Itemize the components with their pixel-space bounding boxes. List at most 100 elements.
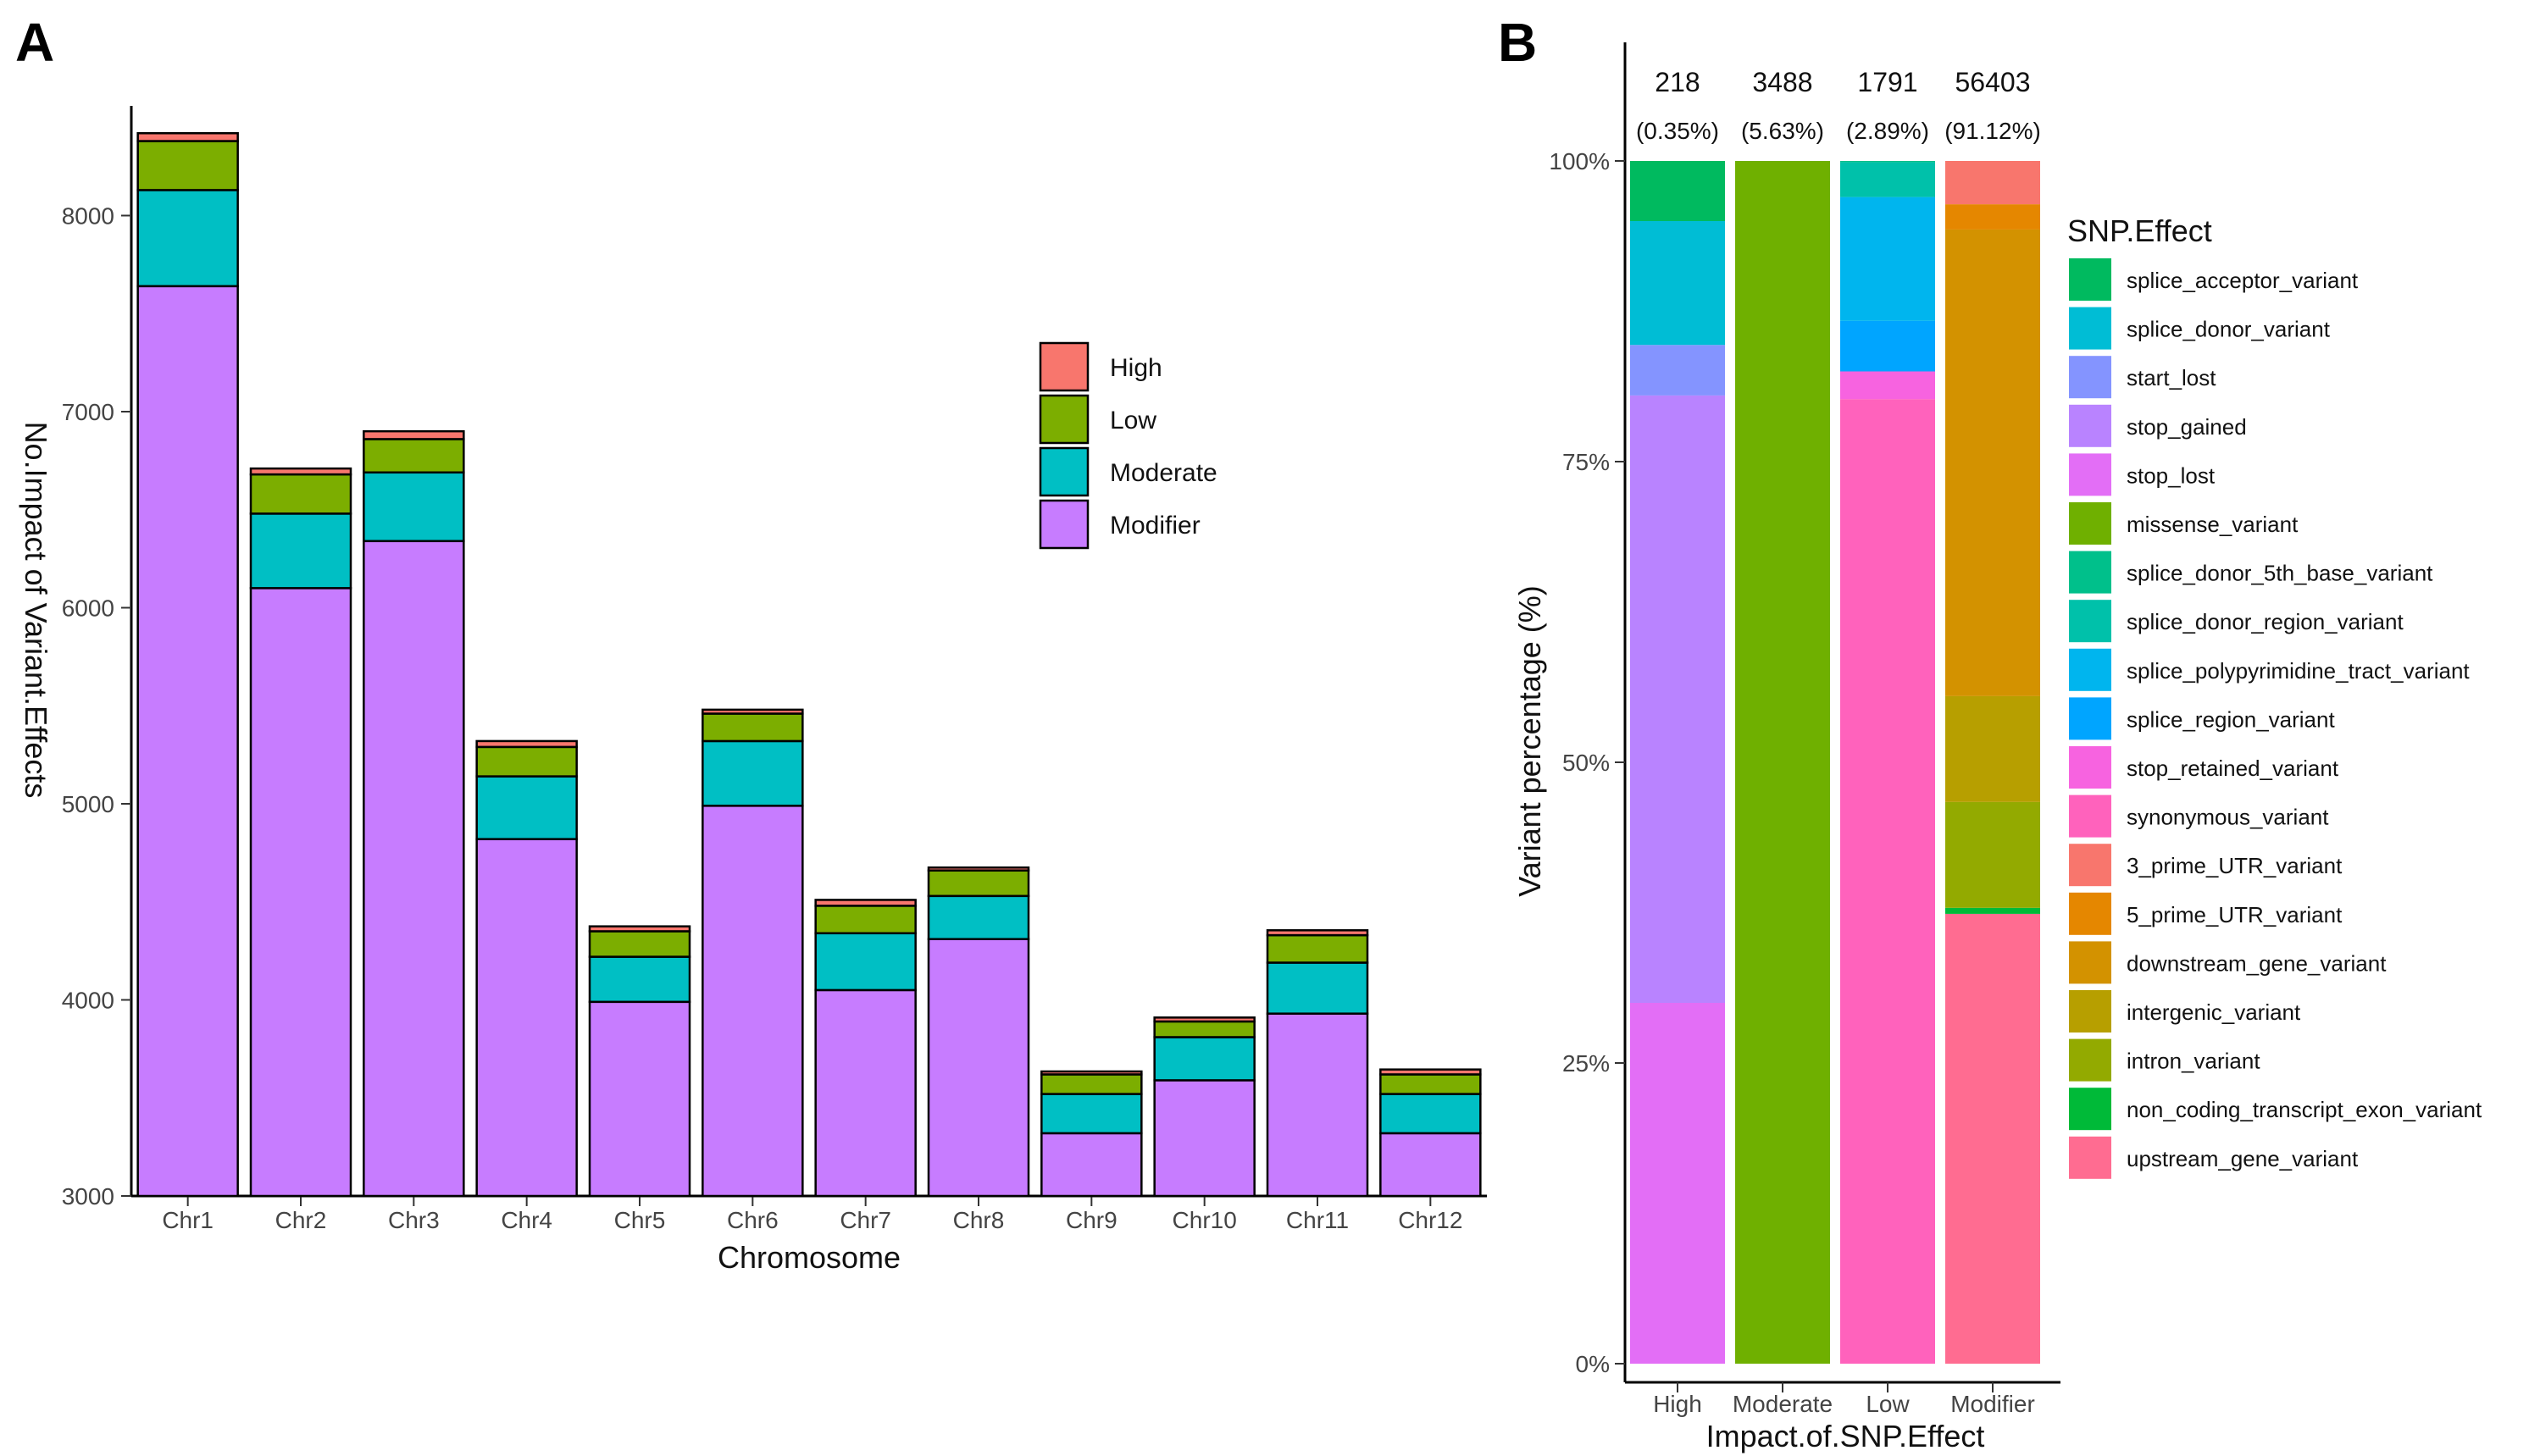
panel-b-legend-swatch-3-prime-UTR-variant: [2069, 844, 2111, 887]
panel-a-x-tick-label: Chr6: [727, 1207, 779, 1233]
panel-a-bar-chr10-modifier: [1153, 1079, 1256, 1198]
panel-b-legend-swatch-stop-lost: [2069, 453, 2111, 496]
panel-a-bar-chr1-moderate: [136, 189, 239, 288]
panel-a-x-tick-label: Chr2: [275, 1207, 327, 1233]
panel-b-percent-label: (2.89%): [1846, 118, 1929, 144]
panel-a-bar-chr6-high: [702, 708, 804, 715]
panel-b-bar-low-splice-donor-5th-base-variant: [1840, 161, 1935, 163]
panel-a-bar-chr5-moderate: [588, 955, 691, 1004]
panel-b-legend-swatch-intron-variant: [2069, 1038, 2111, 1082]
panel-b-legend-swatch-upstream-gene-variant: [2069, 1136, 2111, 1179]
panel-b-legend-swatch-splice-donor-variant: [2069, 307, 2111, 350]
panel-a-bar-chr10-moderate: [1153, 1036, 1256, 1082]
panel-a-bar-chr2-moderate: [249, 512, 352, 590]
panel-a-legend-swatch-modifier: [1039, 499, 1090, 550]
panel-b-legend-label-splice-region-variant: splice_region_variant: [2127, 706, 2335, 732]
panel-a-y-tick-label: 4000: [62, 988, 114, 1014]
panel-a-y-tick-label: 5000: [62, 791, 114, 817]
panel-a-bar-chr7-moderate: [814, 932, 917, 992]
panel-b-bar-high-stop-gained: [1630, 395, 1725, 1003]
panel-b-bar-low-stop-retained-variant: [1840, 371, 1935, 400]
panel-a-bar-chr3-low: [363, 438, 465, 474]
panel-b-x-tick-label: High: [1653, 1391, 1702, 1417]
panel-b-legend-label-5-prime-UTR-variant: 5_prime_UTR_variant: [2127, 902, 2343, 927]
panel-a-y-tick-label: 8000: [62, 203, 114, 230]
panel-b-legend-swatch-splice-polypyrimidine-tract-variant: [2069, 648, 2111, 691]
panel-b-x-tick-label: Modifier: [1950, 1391, 2035, 1417]
panel-a-bar-chr8-modifier: [927, 938, 1030, 1198]
panel-b-bar-modifier-upstream-gene-variant: [1945, 913, 2040, 1364]
panel-b-x-tick-label: Moderate: [1733, 1391, 1833, 1417]
panel-b-legend-swatch-missense-variant: [2069, 502, 2111, 545]
panel-a-bar-chr5-high: [588, 925, 691, 933]
panel-b-bars: [1630, 161, 2040, 1364]
panel-b-y-tick-label: 0%: [1576, 1351, 1610, 1377]
panel-b-bar-high-splice-donor-variant: [1630, 221, 1725, 346]
panel-a-bar-chr6-moderate: [702, 739, 804, 807]
panel-a-legend-label-moderate: Moderate: [1110, 459, 1217, 487]
panel-a-bar-chr8-moderate: [927, 894, 1030, 940]
panel-b-bar-modifier-intergenic-variant: [1945, 695, 2040, 802]
panel-a-legend-label-high: High: [1110, 354, 1162, 382]
panel-b-bar-low-splice-polypyrimidine-tract-variant: [1840, 197, 1935, 321]
panel-b-x-tick-label: Low: [1866, 1391, 1910, 1417]
panel-b-legend-label-intergenic-variant: intergenic_variant: [2127, 999, 2301, 1025]
panel-a-x-tick-label: Chr1: [162, 1207, 214, 1233]
panel-b-percent-label: (0.35%): [1636, 118, 1719, 144]
panel-a-x-tick-label: Chr8: [953, 1207, 1005, 1233]
panel-a-bar-chr9-moderate: [1040, 1093, 1143, 1135]
panel-a-x-tick-label: Chr4: [501, 1207, 552, 1233]
panel-b-legend-swatch-splice-region-variant: [2069, 697, 2111, 740]
panel-a-x-tick-label: Chr11: [1286, 1207, 1349, 1233]
panel-a-bar-chr11-low: [1266, 933, 1369, 964]
panel-a-bar-chr4-low: [475, 745, 578, 778]
panel-a-bar-chr2-low: [249, 473, 352, 515]
panel-b-legend-label-splice-donor-region-variant: splice_donor_region_variant: [2127, 609, 2404, 634]
panel-b-legend-swatch-start-lost: [2069, 356, 2111, 399]
panel-b-legend-swatch-splice-donor-5th-base-variant: [2069, 551, 2111, 594]
panel-a-bar-chr6-modifier: [702, 805, 804, 1198]
panel-a-x-tick-label: Chr9: [1066, 1207, 1118, 1233]
panel-a-bar-chr5-low: [588, 930, 691, 958]
panel-a-y-tick-label: 3000: [62, 1183, 114, 1210]
panel-b-legend: splice_acceptor_variant splice_donor_vari…: [2069, 258, 2482, 1179]
panel-a-x-tick-label: Chr3: [388, 1207, 440, 1233]
panel-a-bar-chr8-high: [927, 866, 1030, 872]
panel-b-x-axis-title: Impact.of.SNP.Effect: [1706, 1419, 1985, 1453]
panel-b-bar-modifier-3-prime-UTR-variant: [1945, 161, 2040, 205]
panel-b-legend-swatch-stop-gained: [2069, 404, 2111, 447]
panel-a-bar-chr2-high: [249, 467, 352, 476]
panel-a-x-axis-title: Chromosome: [718, 1240, 901, 1275]
panel-a-bar-chr10-low: [1153, 1020, 1256, 1038]
panel-a-legend-swatch-low: [1039, 394, 1090, 445]
panel-b-ticks: 0% 25% 50% 75% 100% High Moderate Low Modifier: [1549, 148, 2034, 1417]
panel-a-chart: Chromosome No.Impact of Variant.Effects …: [19, 106, 1487, 1275]
panel-a-bar-chr6-low: [702, 712, 804, 743]
panel-a-bar-chr2-modifier: [249, 587, 352, 1198]
panel-b-percent-label: (5.63%): [1741, 118, 1824, 144]
panel-a-bar-chr7-low: [814, 905, 917, 935]
panel-a-bar-chr11-high: [1266, 929, 1369, 937]
panel-a-letter: A: [15, 12, 54, 73]
panel-a-bar-chr12-moderate: [1379, 1093, 1482, 1135]
panel-b-bar-moderate-missense-variant: [1735, 161, 1830, 1364]
panel-b-legend-label-splice-polypyrimidine-tract-variant: splice_polypyrimidine_tract_variant: [2127, 658, 2470, 684]
panel-b-legend-label-non-coding-transcript-exon-variant: non_coding_transcript_exon_variant: [2127, 1097, 2482, 1122]
panel-b-letter: B: [1498, 12, 1537, 73]
panel-b-bar-modifier-downstream-gene-variant: [1945, 229, 2040, 696]
panel-b-legend-label-synonymous-variant: synonymous_variant: [2127, 805, 2329, 830]
panel-b-legend-swatch-synonymous-variant: [2069, 794, 2111, 838]
panel-b-bar-low-splice-region-variant: [1840, 320, 1935, 372]
panel-a-y-tick-label: 7000: [62, 399, 114, 425]
panel-a-x-tick-label: Chr10: [1173, 1207, 1237, 1233]
panel-a-bar-chr4-modifier: [475, 838, 578, 1198]
panel-b-top-labels: 218 (0.35%) 3488 (5.63%) 1791 (2.89%) 56403 (91…: [1636, 67, 2041, 144]
panel-b-legend-swatch-5-prime-UTR-variant: [2069, 892, 2111, 935]
panel-b-legend-label-stop-lost: stop_lost: [2127, 462, 2216, 488]
panel-b-legend-swatch-stop-retained-variant: [2069, 746, 2111, 789]
panel-b-legend-title: SNP.Effect: [2067, 213, 2212, 248]
panel-a-x-tick-label: Chr5: [614, 1207, 666, 1233]
panel-a-bar-chr9-low: [1040, 1073, 1143, 1095]
panel-b-count-label: 1791: [1857, 67, 1917, 97]
panel-a-bar-chr12-low: [1379, 1073, 1482, 1095]
